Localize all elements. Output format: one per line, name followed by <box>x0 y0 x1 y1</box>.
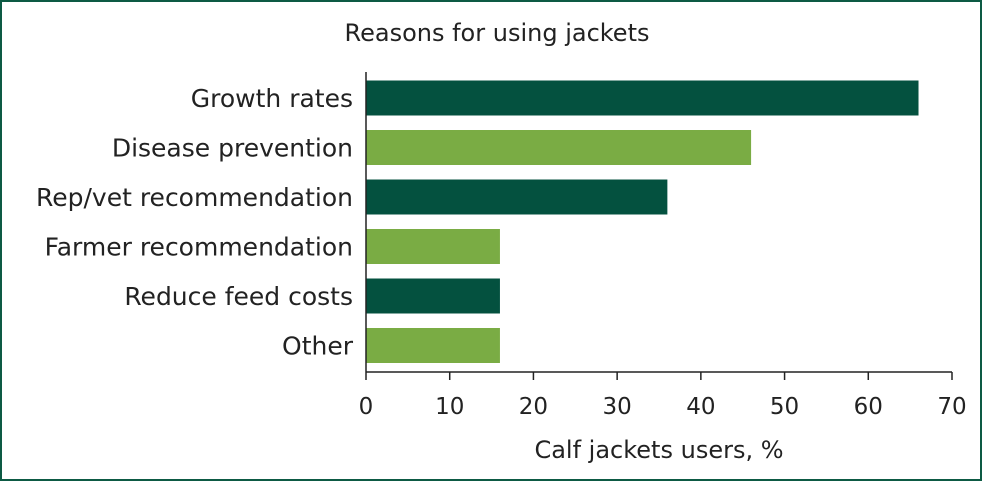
bar-rep-vet-recommendation <box>366 179 668 215</box>
bar-other <box>366 328 500 363</box>
x-tick-label: 0 <box>359 394 374 420</box>
x-axis: 0 10 20 30 40 50 60 70 <box>359 72 967 420</box>
x-tick-label: 30 <box>603 394 632 420</box>
x-tick-label: 50 <box>770 394 799 420</box>
chart-title: Reasons for using jackets <box>345 19 650 47</box>
x-tick-label: 70 <box>937 394 966 420</box>
category-label: Reduce feed costs <box>124 282 353 311</box>
bars-group <box>366 80 919 363</box>
bar-disease-prevention <box>366 130 752 165</box>
category-label: Other <box>282 332 354 361</box>
category-labels: Growth rates Disease prevention Rep/vet re… <box>36 84 354 361</box>
category-label: Farmer recommendation <box>45 233 353 262</box>
bar-farmer-recommendation <box>366 229 500 264</box>
category-label: Growth rates <box>191 84 353 113</box>
bar-reduce-feed-costs <box>366 278 500 314</box>
category-label: Rep/vet recommendation <box>36 183 353 212</box>
x-tick-label: 20 <box>519 394 548 420</box>
bar-growth-rates <box>366 80 919 116</box>
x-tick-label: 40 <box>686 394 715 420</box>
x-tick-label: 60 <box>854 394 883 420</box>
x-axis-title: Calf jackets users, % <box>534 436 783 464</box>
x-tick-label: 10 <box>435 394 464 420</box>
category-label: Disease prevention <box>112 134 353 163</box>
